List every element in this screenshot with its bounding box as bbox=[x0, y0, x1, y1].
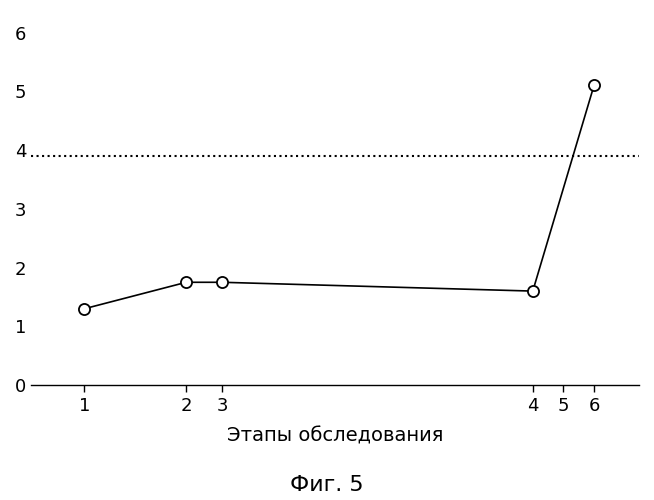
Text: Фиг. 5: Фиг. 5 bbox=[290, 475, 364, 495]
X-axis label: Этапы обследования: Этапы обследования bbox=[227, 426, 443, 445]
